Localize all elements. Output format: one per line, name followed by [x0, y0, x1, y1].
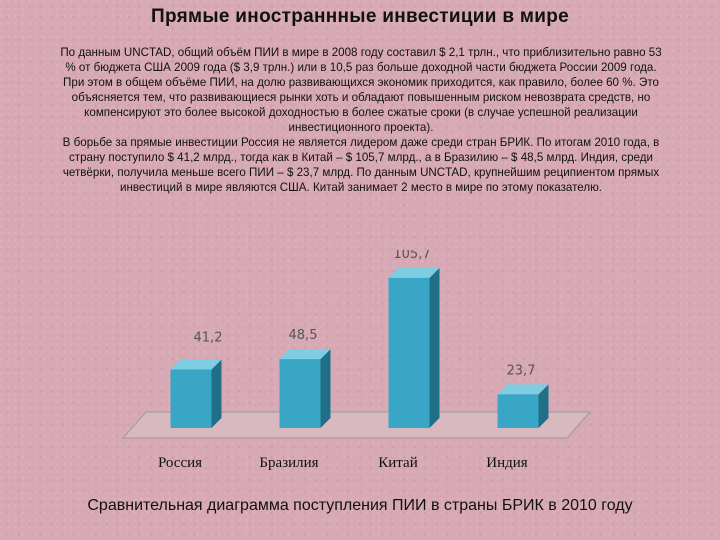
chart-floor: [121, 411, 592, 439]
bric-fdi-bar-chart: 41,2 Россия 48,5 Бразилия 105,7 Китай 23,7 Инди…: [121, 250, 592, 471]
category-label: Индия: [486, 455, 528, 471]
bar-2: [279, 359, 321, 428]
data-label: 48,5: [289, 328, 318, 343]
category-label: Бразилия: [259, 455, 318, 471]
category-label: Россия: [158, 455, 202, 471]
bar-3: [388, 277, 430, 428]
bar-4: [497, 394, 539, 428]
bar-1: [170, 369, 212, 428]
paragraph-bric-comparison: В борьбе за прямые инвестиции Россия не …: [62, 136, 660, 194]
body-text: По данным UNCTAD, общий объём ПИИ в мире…: [55, 45, 667, 195]
category-label: Китай: [378, 455, 417, 471]
paragraph-developing-economies: При этом в общем объёме ПИИ, на долю раз…: [63, 76, 659, 134]
labels-group: 41,2 Россия 48,5 Бразилия 105,7 Китай 23,7 Инди…: [158, 250, 536, 471]
bar-top: [388, 267, 440, 278]
bar-top: [497, 384, 549, 395]
bar-side: [320, 349, 331, 428]
bar-side: [429, 267, 440, 428]
bar-top: [170, 359, 222, 370]
bar-top: [279, 349, 331, 360]
data-label: 23,7: [507, 363, 536, 378]
data-label: 105,7: [393, 250, 430, 262]
data-label: 41,2: [194, 330, 223, 345]
slide-title: Прямые иностраннные инвестиции в мире: [150, 6, 570, 27]
chart-caption: Сравнительная диаграмма поступления ПИИ …: [87, 497, 633, 514]
bars-group: [170, 267, 549, 428]
bar-side: [211, 359, 222, 428]
paragraph-world-fdi: По данным UNCTAD, общий объём ПИИ в мире…: [60, 46, 662, 74]
bar-side: [538, 384, 549, 428]
